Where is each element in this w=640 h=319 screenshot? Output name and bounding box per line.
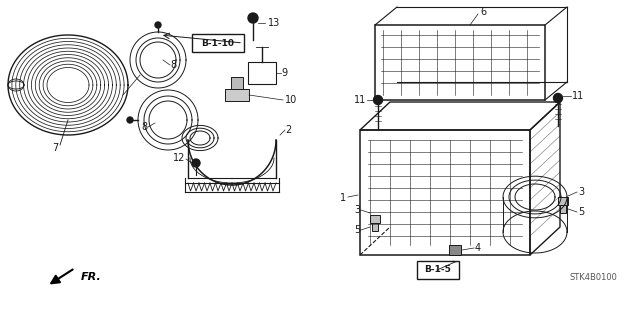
Bar	[449, 245, 461, 255]
Text: 5: 5	[578, 207, 584, 217]
Text: 5: 5	[354, 225, 360, 235]
Circle shape	[248, 13, 258, 23]
Bar	[560, 205, 566, 213]
Bar	[225, 89, 249, 101]
Text: 8: 8	[141, 122, 147, 132]
Bar	[248, 62, 276, 84]
Text: 3: 3	[354, 205, 360, 215]
Text: STK4B0100: STK4B0100	[570, 273, 618, 283]
Text: 11: 11	[572, 91, 584, 101]
Circle shape	[554, 93, 563, 102]
Text: B-1-10: B-1-10	[202, 39, 234, 48]
Text: 4: 4	[475, 243, 481, 253]
Text: 13: 13	[268, 18, 280, 28]
Text: 2: 2	[285, 125, 291, 135]
Bar	[558, 197, 568, 205]
Bar	[231, 77, 243, 89]
Text: 10: 10	[285, 95, 297, 105]
Text: 11: 11	[354, 95, 366, 105]
Text: 6: 6	[480, 7, 486, 17]
Circle shape	[155, 22, 161, 28]
Circle shape	[374, 95, 383, 105]
Bar	[375, 25, 545, 100]
Text: 7: 7	[52, 143, 58, 153]
Text: 12: 12	[173, 153, 185, 163]
Text: 1: 1	[340, 193, 346, 203]
Circle shape	[192, 159, 200, 167]
Bar	[372, 223, 378, 231]
Text: B-1-5: B-1-5	[424, 265, 451, 275]
Bar	[360, 130, 530, 255]
Circle shape	[127, 117, 133, 123]
Text: 3: 3	[578, 187, 584, 197]
Text: 8: 8	[170, 60, 176, 70]
Text: 9: 9	[281, 68, 287, 78]
Bar	[370, 215, 380, 223]
Text: FR.: FR.	[81, 272, 102, 282]
